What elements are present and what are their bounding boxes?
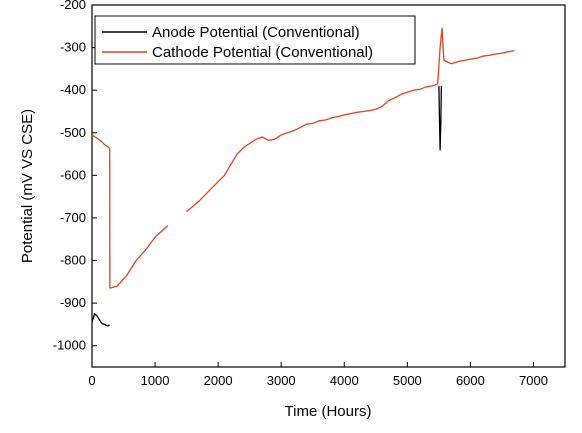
y-tick-label: -900: [60, 295, 86, 310]
anode-potential-line: [438, 85, 443, 151]
x-axis-ticks: 0 1000 2000 3000 4000 5000 6000 7000: [88, 362, 548, 388]
x-axis-title: Time (Hours): [285, 403, 372, 420]
cathode-potential-line: [91, 134, 111, 149]
x-tick-label: 0: [88, 373, 95, 388]
x-tick-label: 5000: [393, 373, 422, 388]
legend-label-anode: Anode Potential (Conventional): [152, 24, 360, 41]
cathode-potential-line: [109, 225, 169, 289]
y-axis-ticks: -200 -300 -400 -500 -600 -700 -800 -900 -1000: [53, 0, 97, 353]
x-tick-label: 3000: [267, 373, 296, 388]
y-tick-label: -700: [60, 210, 86, 225]
cathode-potential-line: [186, 83, 438, 213]
anode-potential-line: [91, 313, 110, 327]
x-tick-label: 6000: [456, 373, 485, 388]
y-tick-label: -1000: [53, 338, 86, 353]
plot-area: [91, 4, 566, 368]
y-tick-label: -500: [60, 125, 86, 140]
series-lines: [91, 27, 515, 327]
legend-label-cathode: Cathode Potential (Conventional): [152, 44, 373, 61]
y-tick-label: -300: [60, 40, 86, 55]
y-tick-label: -200: [60, 0, 86, 12]
x-tick-label: 4000: [330, 373, 359, 388]
y-tick-label: -800: [60, 253, 86, 268]
cathode-potential-line: [436, 27, 445, 84]
legend: Anode Potential (Conventional) Cathode P…: [94, 15, 416, 65]
x-tick-label: 2000: [204, 373, 233, 388]
y-tick-label: -600: [60, 167, 86, 182]
legend-box: [94, 15, 416, 65]
y-axis-title: Potential (mV VS CSE): [19, 109, 36, 263]
x-tick-label: 7000: [519, 373, 548, 388]
cathode-potential-line: [443, 49, 515, 65]
x-tick-label: 1000: [141, 373, 170, 388]
y-tick-label: -400: [60, 82, 86, 97]
